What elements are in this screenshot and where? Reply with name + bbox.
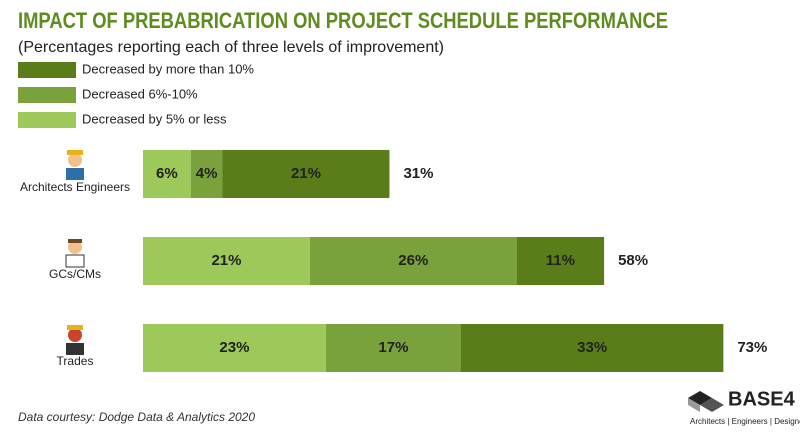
value-label: 23% [219, 339, 249, 356]
legend-label: Decreased by 5% or less [82, 111, 227, 126]
logo-name: BASE4 [728, 388, 796, 410]
legend-swatch [18, 87, 76, 103]
value-label: 26% [398, 252, 428, 269]
legend-swatch [18, 112, 76, 128]
icons [65, 150, 85, 355]
bar-segment [190, 150, 223, 198]
category-label: GCs/CMs [49, 267, 101, 281]
bar-segment [516, 237, 605, 285]
category-label: Architects Engineers [20, 180, 130, 194]
legend-swatch [18, 62, 76, 78]
legend-label: Decreased 6%-10% [82, 86, 198, 101]
logo-tagline: Architects | Engineers | Designers [690, 417, 800, 426]
source: Data courtesy: Dodge Data & Analytics 20… [18, 410, 255, 424]
logo: BASE4 Architects | Engineers | Designers [688, 388, 800, 426]
bar-segment [143, 237, 310, 285]
category-label: Trades [57, 354, 94, 368]
legend-label: Decreased by more than 10% [82, 61, 254, 76]
value-label: 33% [577, 339, 607, 356]
bar-segment [309, 237, 517, 285]
bar-segment [143, 150, 191, 198]
total-label: 31% [403, 165, 433, 182]
value-label: 11% [546, 252, 575, 269]
total-label: 58% [618, 252, 648, 269]
bar-segment [222, 150, 390, 198]
bar-segment [461, 324, 724, 372]
chart-title: IMPACT OF PREBABRICATION ON PROJECT SCHE… [18, 8, 668, 33]
bar-segment [143, 324, 326, 372]
value-label: 4% [196, 165, 218, 182]
value-label: 21% [211, 252, 241, 269]
bar-segment [325, 324, 461, 372]
chart-subtitle: (Percentages reporting each of three lev… [18, 39, 444, 56]
total-label: 73% [737, 339, 767, 356]
value-label: 17% [378, 339, 408, 356]
value-label: 6% [156, 165, 178, 182]
value-label: 21% [291, 165, 321, 182]
